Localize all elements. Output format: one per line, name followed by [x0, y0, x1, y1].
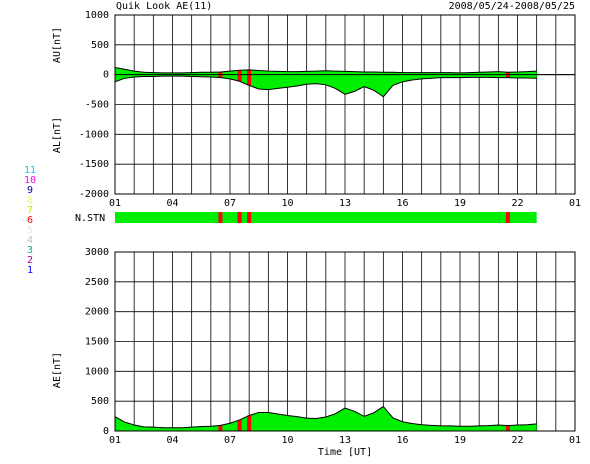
y-tick-label: 1500 [85, 337, 109, 348]
y-tick-label: -500 [85, 100, 109, 111]
chart-subtitle: 2008/05/24-2008/05/25 [449, 1, 575, 12]
area-fill [115, 406, 537, 431]
y-tick-label: -1000 [79, 129, 109, 140]
x-tick-label: 19 [454, 435, 466, 446]
x-tick-label: 13 [339, 198, 351, 209]
station-flag [237, 70, 242, 82]
plot-frame [114, 14, 576, 195]
x-tick-label: 22 [511, 198, 523, 209]
legend-label: 5 [27, 225, 33, 236]
x-tick-label: 07 [224, 198, 236, 209]
data-line [114, 405, 537, 429]
legend-label: 9 [27, 185, 33, 196]
legend-label: 2 [27, 255, 33, 266]
y-tick-label: 500 [91, 396, 109, 407]
legend-label: 7 [27, 205, 33, 216]
y-tick-label: 0 [103, 426, 109, 437]
station-flag [237, 419, 242, 431]
plot-frame [114, 251, 576, 432]
y-tick-label: 3000 [85, 247, 109, 258]
y-tick-label: 2500 [85, 277, 109, 288]
stations-bar [115, 212, 537, 223]
legend-label: 8 [27, 195, 33, 206]
y-tick-label: -1500 [79, 159, 109, 170]
legend-label: 3 [27, 245, 33, 256]
y-tick-label: 1000 [85, 366, 109, 377]
x-tick-label: 16 [396, 198, 408, 209]
station-flag [247, 415, 252, 431]
y-axis-label: AL[nT] [52, 117, 63, 153]
x-tick-label: 07 [224, 435, 236, 446]
x-tick-label: 04 [166, 435, 178, 446]
y-tick-label: -2000 [79, 189, 109, 200]
legend-label: 6 [27, 215, 33, 226]
x-tick-label: 13 [339, 435, 351, 446]
station-flag [247, 69, 252, 86]
y-tick-label: 500 [91, 40, 109, 51]
data-line [114, 75, 537, 98]
data-line [114, 67, 537, 74]
legend-label: 11 [24, 165, 36, 176]
x-tick-label: 10 [281, 198, 293, 209]
station-mark [218, 212, 223, 223]
y-axis-label: AU[nT] [52, 27, 63, 63]
station-mark [505, 212, 510, 223]
y-tick-label: 0 [103, 70, 109, 81]
y-tick-label: 1000 [85, 10, 109, 21]
y-tick-label: 2000 [85, 307, 109, 318]
x-tick-label: 19 [454, 198, 466, 209]
station-mark [247, 212, 252, 223]
legend-label: 4 [27, 235, 33, 246]
y-axis-label: AE[nT] [52, 352, 63, 388]
x-tick-label: 16 [396, 435, 408, 446]
x-tick-label: 01 [109, 198, 121, 209]
x-axis-label: Time [UT] [318, 447, 372, 458]
legend-label: 10 [24, 175, 36, 186]
x-tick-label: 22 [511, 435, 523, 446]
chart-title: Quik Look AE(11) [116, 1, 212, 12]
x-tick-label: 04 [166, 198, 178, 209]
x-tick-label: 10 [281, 435, 293, 446]
legend-label: 1 [27, 265, 33, 276]
x-tick-label: 01 [569, 198, 581, 209]
x-tick-label: 01 [569, 435, 581, 446]
station-mark [237, 212, 242, 223]
station-flag [505, 425, 510, 431]
x-tick-label: 01 [109, 435, 121, 446]
station-flag [218, 425, 223, 431]
stations-label: N.STN [75, 213, 105, 224]
